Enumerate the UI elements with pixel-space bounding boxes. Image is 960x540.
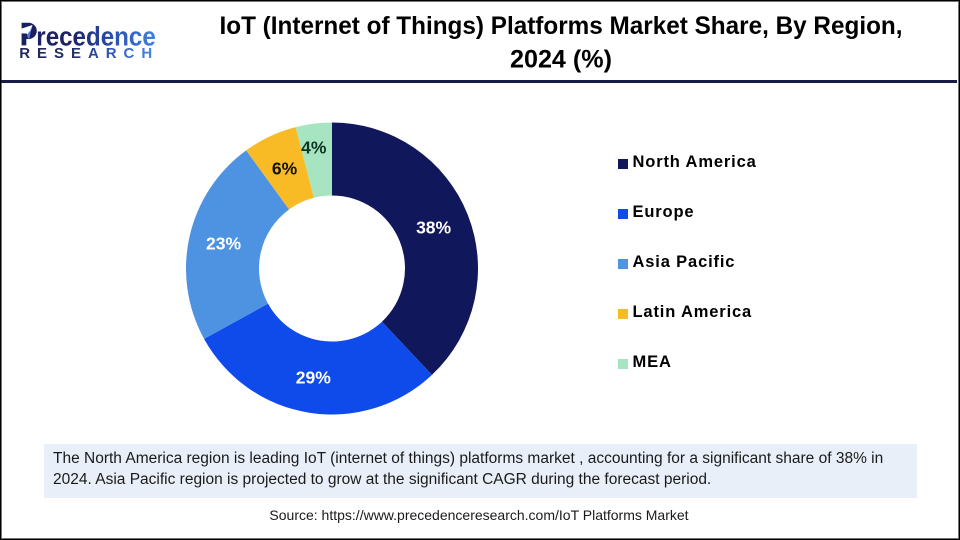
svg-text:IoT (Internet of Things) Platf: IoT (Internet of Things) Platforms Marke…	[220, 12, 903, 40]
svg-text:recedence: recedence	[36, 21, 156, 51]
svg-text:2024 (%): 2024 (%)	[510, 45, 612, 73]
